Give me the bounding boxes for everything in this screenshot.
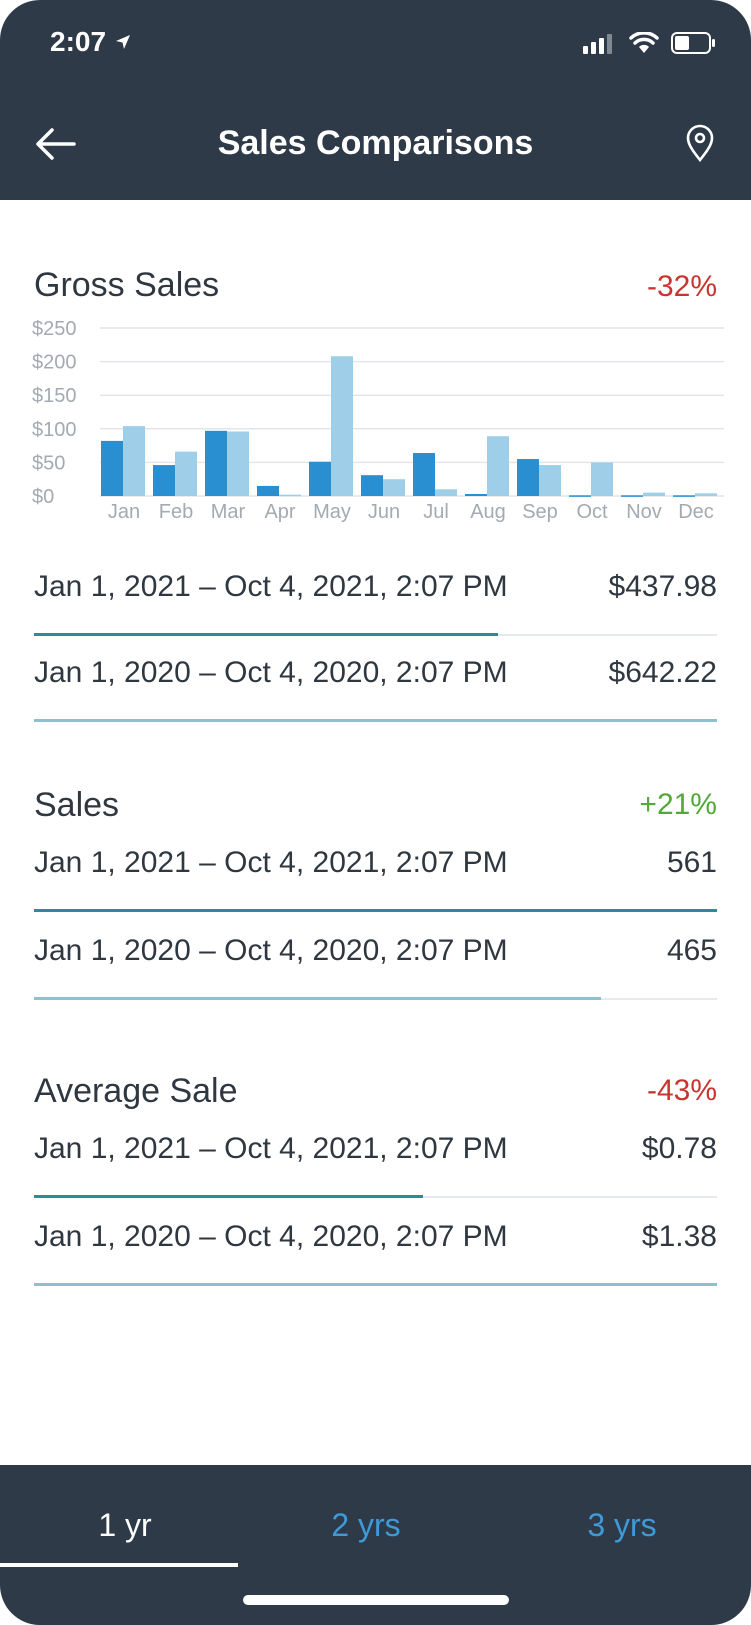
average-sale-row-current: Jan 1, 2021 – Oct 4, 2021, 2:07 PM $0.78 — [34, 1110, 717, 1198]
bar-apr-series-2 — [279, 494, 301, 497]
back-arrow-icon — [36, 128, 76, 160]
bar-jan-series-2 — [123, 426, 145, 496]
bar-sep-series-1 — [517, 459, 539, 496]
battery-icon — [671, 32, 717, 59]
wifi-icon — [629, 31, 659, 59]
tab-2-yrs[interactable]: 2 yrs — [331, 1507, 401, 1543]
bar-jul-series-1 — [413, 452, 435, 496]
bar-oct-series-2 — [591, 462, 613, 496]
back-button[interactable] — [32, 124, 82, 164]
row-value: 561 — [666, 846, 717, 879]
location-pin-icon — [686, 124, 714, 163]
row-value: $0.78 — [641, 1132, 717, 1165]
gross-sales-row-previous: Jan 1, 2020 – Oct 4, 2020, 2:07 PM $642.… — [34, 634, 717, 722]
bar-chart: $250 $200 $150 $100 $50 $0 Jan Feb Mar Apr May Jun J… — [32, 320, 724, 523]
bar-may-series-1 — [309, 461, 331, 496]
bar-may-series-2 — [331, 356, 353, 496]
x-tick-label: Aug — [470, 501, 506, 523]
x-tick-label: Nov — [626, 501, 662, 523]
progress-fill — [34, 909, 717, 912]
gross-sales-change: -32% — [646, 270, 717, 303]
bar-dec-series-2 — [695, 493, 717, 496]
progress-fill — [34, 1283, 717, 1286]
progress-fill — [34, 1195, 424, 1198]
bar-jun-series-2 — [383, 479, 405, 496]
bar-feb-series-1 — [153, 465, 175, 496]
y-tick-label: $100 — [32, 419, 77, 441]
y-tick-label: $200 — [32, 352, 77, 374]
sales-title: Sales — [34, 786, 120, 824]
bar-dec-series-1 — [673, 495, 695, 497]
status-time-text: 2:07 — [50, 26, 107, 57]
bar-mar-series-1 — [205, 430, 227, 496]
x-tick-label: Jan — [108, 501, 140, 523]
x-tick-label: Oct — [576, 501, 608, 523]
tab-1-yr[interactable]: 1 yr — [98, 1507, 152, 1543]
bar-feb-series-2 — [175, 451, 197, 496]
home-indicator[interactable] — [243, 1595, 509, 1605]
status-icons — [583, 31, 717, 59]
y-tick-label: $0 — [32, 486, 54, 508]
sales-row-current: Jan 1, 2021 – Oct 4, 2021, 2:07 PM 561 — [34, 824, 717, 912]
bar-aug-series-1 — [465, 493, 487, 496]
row-date-range: Jan 1, 2020 – Oct 4, 2020, 2:07 PM — [34, 934, 508, 967]
x-tick-label: Feb — [159, 501, 193, 523]
gross-sales-title: Gross Sales — [34, 266, 220, 304]
row-date-range: Jan 1, 2021 – Oct 4, 2021, 2:07 PM — [34, 570, 508, 603]
bar-aug-series-2 — [487, 436, 509, 496]
row-date-range: Jan 1, 2020 – Oct 4, 2020, 2:07 PM — [34, 1220, 508, 1253]
active-tab-indicator — [0, 1563, 238, 1567]
page-title: Sales Comparisons — [217, 124, 534, 162]
progress-fill — [34, 633, 499, 636]
average-sale-row-previous: Jan 1, 2020 – Oct 4, 2020, 2:07 PM $1.38 — [34, 1198, 717, 1286]
x-tick-label: Mar — [211, 501, 246, 523]
row-value: $437.98 — [608, 570, 717, 603]
location-arrow-icon — [114, 26, 132, 58]
status-time: 2:07 — [50, 26, 132, 58]
row-value: $642.22 — [608, 656, 717, 689]
bar-sep-series-2 — [539, 465, 561, 496]
bar-mar-series-2 — [227, 431, 249, 496]
progress-fill — [34, 719, 717, 722]
average-sale-title: Average Sale — [34, 1072, 238, 1110]
progress-fill — [34, 997, 601, 1000]
x-tick-label: May — [313, 501, 351, 523]
row-value: $1.38 — [641, 1220, 717, 1253]
bar-jun-series-1 — [361, 475, 383, 496]
gross-sales-row-current: Jan 1, 2021 – Oct 4, 2021, 2:07 PM $437.… — [34, 548, 717, 636]
sales-change: +21% — [639, 788, 717, 821]
x-tick-label: Jun — [368, 501, 400, 523]
signal-icon — [583, 32, 617, 59]
row-date-range: Jan 1, 2021 – Oct 4, 2021, 2:07 PM — [34, 1132, 508, 1165]
sales-row-previous: Jan 1, 2020 – Oct 4, 2020, 2:07 PM 465 — [34, 912, 717, 1000]
period-tab-bar: 1 yr 2 yrs 3 yrs — [0, 1465, 751, 1625]
gross-sales-chart: $250 $200 $150 $100 $50 $0 Jan Feb Mar Apr May Jun J… — [30, 320, 726, 540]
row-date-range: Jan 1, 2021 – Oct 4, 2021, 2:07 PM — [34, 846, 508, 879]
x-tick-label: Sep — [522, 501, 558, 523]
bar-nov-series-2 — [643, 492, 665, 496]
average-sale-change: -43% — [646, 1074, 717, 1107]
y-tick-label: $50 — [32, 452, 65, 474]
bar-jul-series-2 — [435, 489, 457, 496]
bar-oct-series-1 — [569, 495, 591, 497]
top-header: 2:07 — [0, 0, 751, 200]
tab-3-yrs[interactable]: 3 yrs — [587, 1507, 657, 1543]
x-tick-label: Apr — [264, 501, 295, 523]
bar-nov-series-1 — [621, 495, 643, 497]
x-tick-label: Dec — [678, 501, 714, 523]
y-tick-label: $150 — [32, 385, 77, 407]
row-value: 465 — [666, 934, 717, 967]
location-button[interactable] — [685, 124, 721, 168]
y-tick-label: $250 — [32, 320, 77, 340]
bar-jan-series-1 — [101, 440, 123, 496]
bar-apr-series-1 — [257, 485, 279, 496]
row-date-range: Jan 1, 2020 – Oct 4, 2020, 2:07 PM — [34, 656, 508, 689]
x-tick-label: Jul — [423, 501, 449, 523]
